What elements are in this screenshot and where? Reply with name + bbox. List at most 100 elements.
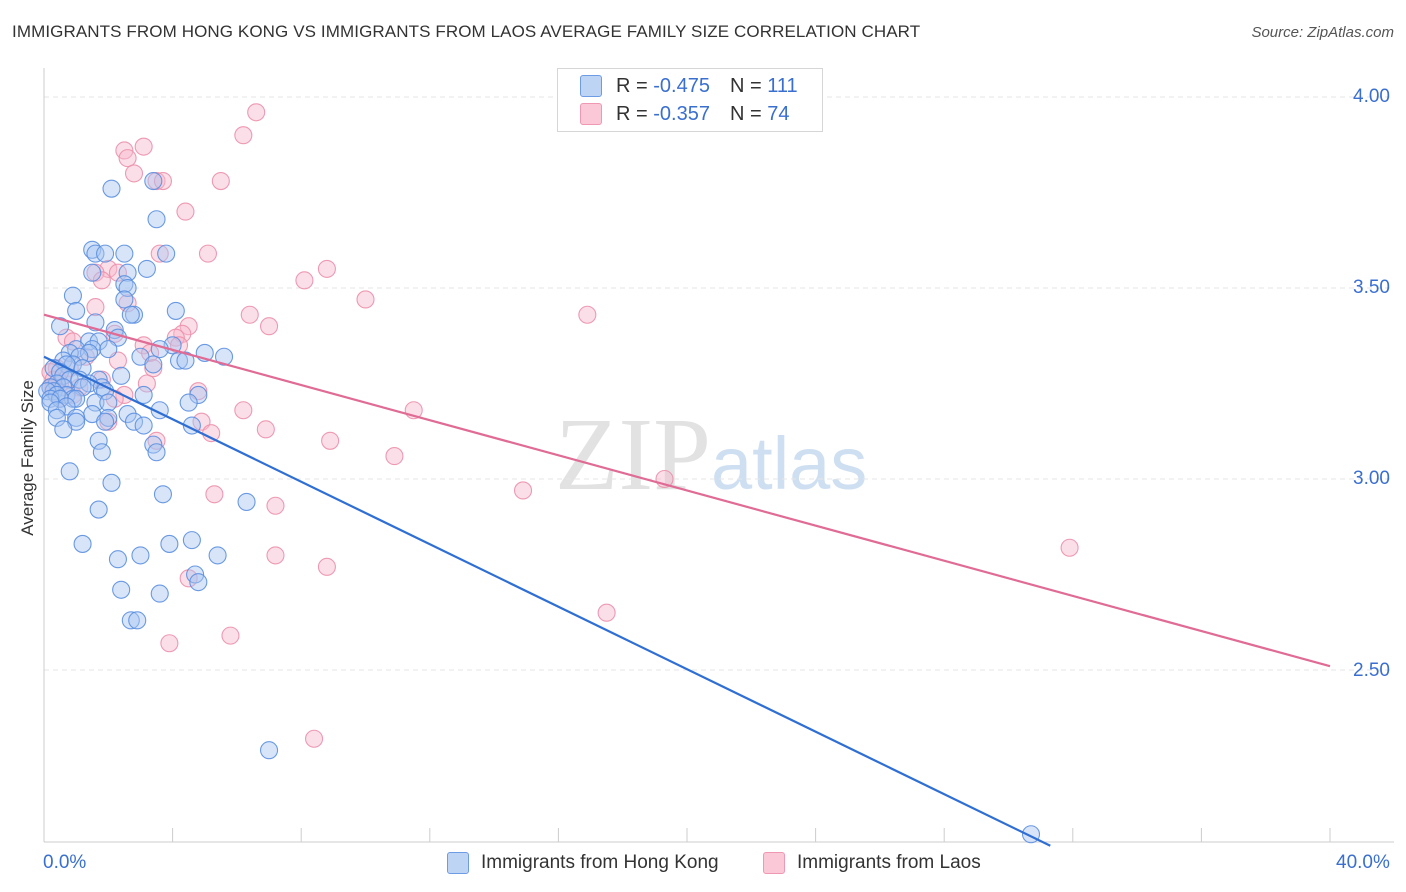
point-hongkong — [51, 389, 70, 408]
point-hongkong — [147, 443, 166, 462]
y-tick-label-1: 2.50 — [1353, 660, 1390, 681]
legend-n-value-laos: 74 — [767, 102, 790, 125]
point-hongkong — [51, 317, 70, 336]
legend-r-label: R = — [616, 102, 648, 125]
point-laos — [108, 263, 127, 282]
point-laos — [1060, 538, 1079, 557]
point-hongkong — [118, 278, 137, 298]
point-hongkong — [182, 531, 201, 550]
series-legend: Immigrants from Hong Kong Immigrants fro… — [0, 850, 1406, 880]
point-laos — [259, 317, 279, 336]
point-hongkong — [89, 500, 108, 519]
point-hongkong — [83, 263, 102, 282]
point-laos — [86, 298, 105, 317]
point-hongkong — [147, 210, 166, 229]
point-hongkong — [47, 401, 66, 420]
point-laos — [211, 171, 230, 191]
point-hongkong — [214, 347, 234, 366]
watermark-atlas: atlas — [711, 422, 868, 505]
x-tick-label-max: 40.0% — [1336, 852, 1390, 873]
point-hongkong — [153, 485, 173, 504]
point-laos — [321, 431, 340, 450]
point-hongkong — [41, 389, 60, 408]
point-laos — [124, 164, 144, 183]
point-laos — [176, 202, 195, 221]
point-hongkong — [118, 263, 137, 282]
point-hongkong — [99, 393, 118, 412]
trendline-laos — [43, 313, 1331, 668]
watermark-zip: ZIP — [555, 397, 711, 512]
point-hongkong — [118, 405, 137, 424]
legend-r-label: R = — [616, 74, 648, 97]
point-hongkong — [131, 546, 150, 565]
point-laos — [295, 271, 314, 290]
point-hongkong — [128, 611, 147, 630]
point-hongkong — [144, 355, 163, 374]
point-hongkong — [86, 393, 105, 412]
legend-r-value-laos: -0.357 — [653, 102, 710, 125]
point-laos — [317, 259, 336, 278]
point-laos — [150, 244, 169, 263]
point-laos — [234, 401, 253, 420]
point-hongkong — [124, 412, 144, 431]
point-hongkong — [176, 351, 195, 370]
point-hongkong — [67, 389, 86, 408]
point-hongkong — [102, 473, 121, 492]
point-laos — [234, 126, 253, 145]
point-hongkong — [92, 443, 111, 462]
point-hongkong — [166, 301, 185, 320]
series-legend-laos: Immigrants from Laos — [763, 852, 981, 874]
trendline-hongkong — [43, 355, 1051, 847]
y-tick-label-2: 3.00 — [1353, 468, 1390, 489]
point-hongkong — [79, 343, 99, 362]
point-laos — [134, 137, 153, 156]
stats-legend: R = -0.475 N = 111 R = -0.357 N = 74 — [557, 68, 823, 132]
point-laos — [305, 729, 324, 748]
series-legend-hongkong: Immigrants from Hong Kong — [447, 852, 719, 874]
x-tick-label-min: 0.0% — [43, 852, 87, 873]
point-hongkong — [115, 290, 134, 309]
point-hongkong — [73, 534, 92, 553]
point-laos — [221, 626, 240, 645]
point-hongkong — [112, 366, 131, 385]
legend-n-label: N = — [729, 102, 762, 125]
y-tick-label-4: 4.00 — [1353, 86, 1390, 107]
point-laos — [144, 359, 163, 378]
series-swatch-hongkong — [447, 852, 469, 874]
point-hongkong — [102, 179, 121, 198]
point-laos — [179, 317, 198, 336]
legend-row-laos: R = -0.357 N = 74 — [580, 101, 789, 127]
point-hongkong — [96, 412, 115, 431]
point-hongkong — [112, 580, 131, 599]
point-laos — [513, 481, 533, 500]
point-hongkong — [89, 431, 108, 450]
point-hongkong — [189, 573, 208, 592]
point-hongkong — [160, 534, 179, 553]
point-hongkong — [259, 741, 279, 760]
point-hongkong — [47, 408, 66, 427]
point-laos — [266, 496, 285, 515]
legend-swatch-hongkong — [580, 75, 602, 97]
point-hongkong — [189, 385, 208, 405]
point-hongkong — [208, 546, 227, 565]
point-laos — [256, 420, 275, 439]
point-hongkong — [86, 244, 105, 263]
point-hongkong — [54, 420, 73, 439]
legend-n-value-hongkong: 111 — [767, 74, 798, 97]
source-credit: Source: ZipAtlas.com — [1251, 24, 1394, 41]
point-laos — [160, 634, 179, 653]
point-laos — [266, 546, 285, 565]
point-hongkong — [60, 343, 79, 362]
point-hongkong — [67, 301, 86, 320]
y-axis-label: Average Family Size — [18, 380, 37, 536]
series-legend-label-laos: Immigrants from Laos — [797, 852, 981, 873]
point-hongkong — [96, 244, 115, 263]
series-legend-label-hongkong: Immigrants from Hong Kong — [481, 852, 719, 873]
legend-row-hongkong: R = -0.475 N = 111 — [580, 73, 798, 99]
point-laos — [118, 149, 137, 168]
point-hongkong — [137, 259, 156, 278]
point-hongkong — [134, 385, 153, 405]
point-laos — [198, 244, 218, 263]
point-hongkong — [115, 244, 134, 263]
